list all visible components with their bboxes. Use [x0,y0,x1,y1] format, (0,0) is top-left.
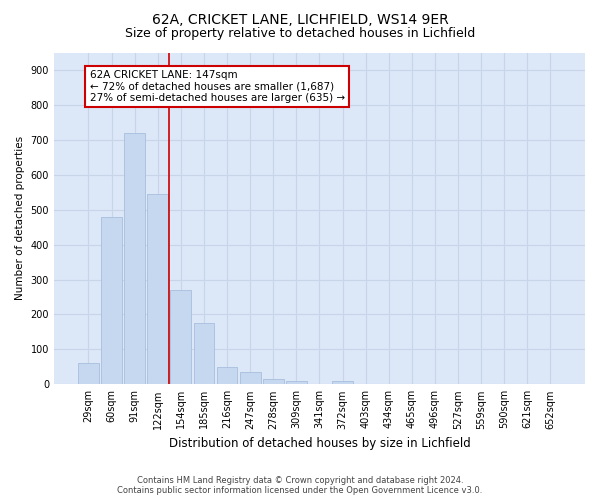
Y-axis label: Number of detached properties: Number of detached properties [15,136,25,300]
Text: Size of property relative to detached houses in Lichfield: Size of property relative to detached ho… [125,28,475,40]
Bar [194,323,214,384]
Bar [217,367,238,384]
Text: Contains HM Land Registry data © Crown copyright and database right 2024.
Contai: Contains HM Land Registry data © Crown c… [118,476,482,495]
Bar [332,381,353,384]
Text: 62A CRICKET LANE: 147sqm
← 72% of detached houses are smaller (1,687)
27% of sem: 62A CRICKET LANE: 147sqm ← 72% of detach… [89,70,345,103]
Text: 62A, CRICKET LANE, LICHFIELD, WS14 9ER: 62A, CRICKET LANE, LICHFIELD, WS14 9ER [152,12,448,26]
Bar [240,372,260,384]
Bar [148,194,168,384]
Bar [101,216,122,384]
Bar [170,290,191,384]
Bar [124,133,145,384]
Bar [286,381,307,384]
X-axis label: Distribution of detached houses by size in Lichfield: Distribution of detached houses by size … [169,437,470,450]
Bar [78,364,99,384]
Bar [263,379,284,384]
